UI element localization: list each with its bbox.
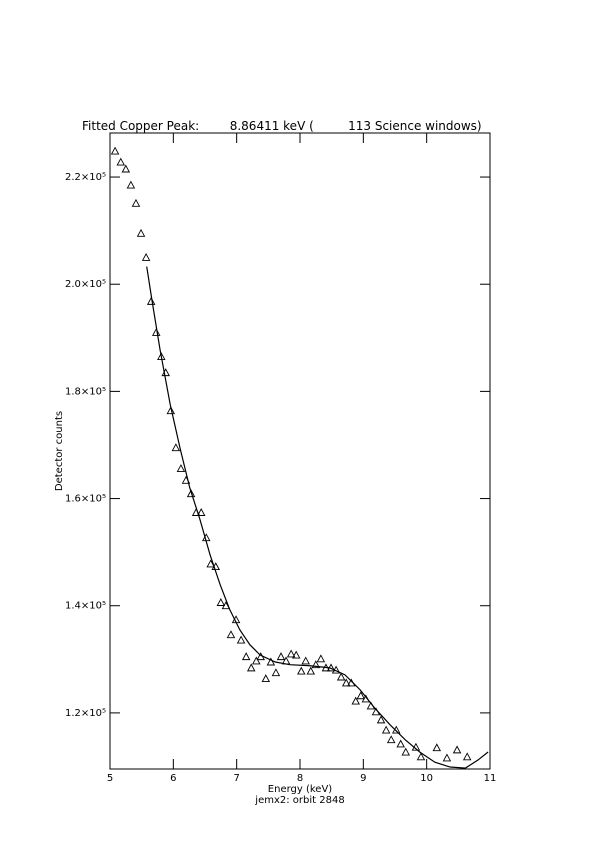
triangle-point (286, 649, 296, 658)
triangle-point (266, 657, 276, 666)
triangle-point (416, 752, 426, 761)
x-axis-label: Energy (keV) (268, 784, 333, 795)
x-tick-label: 9 (360, 773, 366, 784)
fit-line (146, 266, 489, 769)
triangle-point (136, 228, 146, 237)
y-axis-label: Detector counts (54, 411, 65, 491)
triangle-point (376, 715, 386, 724)
triangle-point (236, 635, 246, 644)
triangle-point (442, 753, 452, 762)
triangle-point (141, 252, 151, 261)
triangle-point (246, 663, 256, 672)
triangle-point (351, 696, 360, 705)
triangle-point (146, 296, 156, 305)
x-tick-label: 7 (233, 773, 239, 784)
triangle-point (297, 666, 306, 675)
triangle-point (356, 691, 366, 700)
x-tick-label: 10 (420, 773, 433, 784)
triangle-point (131, 198, 141, 207)
triangle-point (386, 735, 396, 744)
triangle-point (166, 406, 176, 415)
triangle-point (116, 157, 126, 166)
triangle-point (336, 672, 346, 681)
triangle-point (316, 654, 326, 663)
triangle-point (432, 743, 442, 752)
triangle-point (110, 146, 120, 155)
triangle-point (341, 678, 351, 687)
x-tick-label: 11 (484, 773, 497, 784)
triangle-point (196, 508, 206, 516)
y-tick-label: 1.4×10⁵ (65, 601, 106, 612)
y-tick-label: 2.0×10⁵ (65, 279, 106, 290)
triangle-point (226, 630, 236, 639)
chart-title: Fitted Copper Peak: 8.86411 keV ( 113 Sc… (82, 119, 482, 133)
triangle-point (401, 747, 411, 756)
triangle-point (462, 752, 472, 761)
y-tick-label: 1.8×10⁵ (65, 386, 106, 397)
triangle-point (216, 598, 226, 606)
triangle-point (301, 656, 310, 665)
y-tick-label: 1.2×10⁵ (65, 708, 106, 719)
triangle-point (452, 745, 462, 754)
triangle-point (252, 656, 261, 665)
triangle-point (261, 674, 271, 683)
triangle-point (151, 327, 161, 336)
triangle-point (171, 443, 181, 452)
triangle-point (126, 180, 136, 189)
triangle-point (176, 464, 186, 472)
y-tick-label: 2.2×10⁵ (65, 172, 106, 183)
triangle-point (241, 652, 251, 661)
x-tick-label: 8 (297, 773, 303, 784)
triangle-point (271, 668, 281, 677)
triangle-point (121, 164, 131, 173)
y-tick-label: 1.6×10⁵ (65, 494, 106, 505)
triangle-point (396, 739, 405, 748)
triangle-point (306, 666, 316, 675)
triangle-point (276, 652, 286, 661)
triangle-point (291, 650, 301, 659)
x-tick-label: 6 (170, 773, 176, 784)
triangle-point (311, 660, 321, 669)
subtitle: jemx2: orbit 2848 (254, 795, 344, 806)
triangle-point (381, 725, 391, 734)
x-tick-label: 5 (107, 773, 113, 784)
triangle-point (186, 489, 196, 498)
